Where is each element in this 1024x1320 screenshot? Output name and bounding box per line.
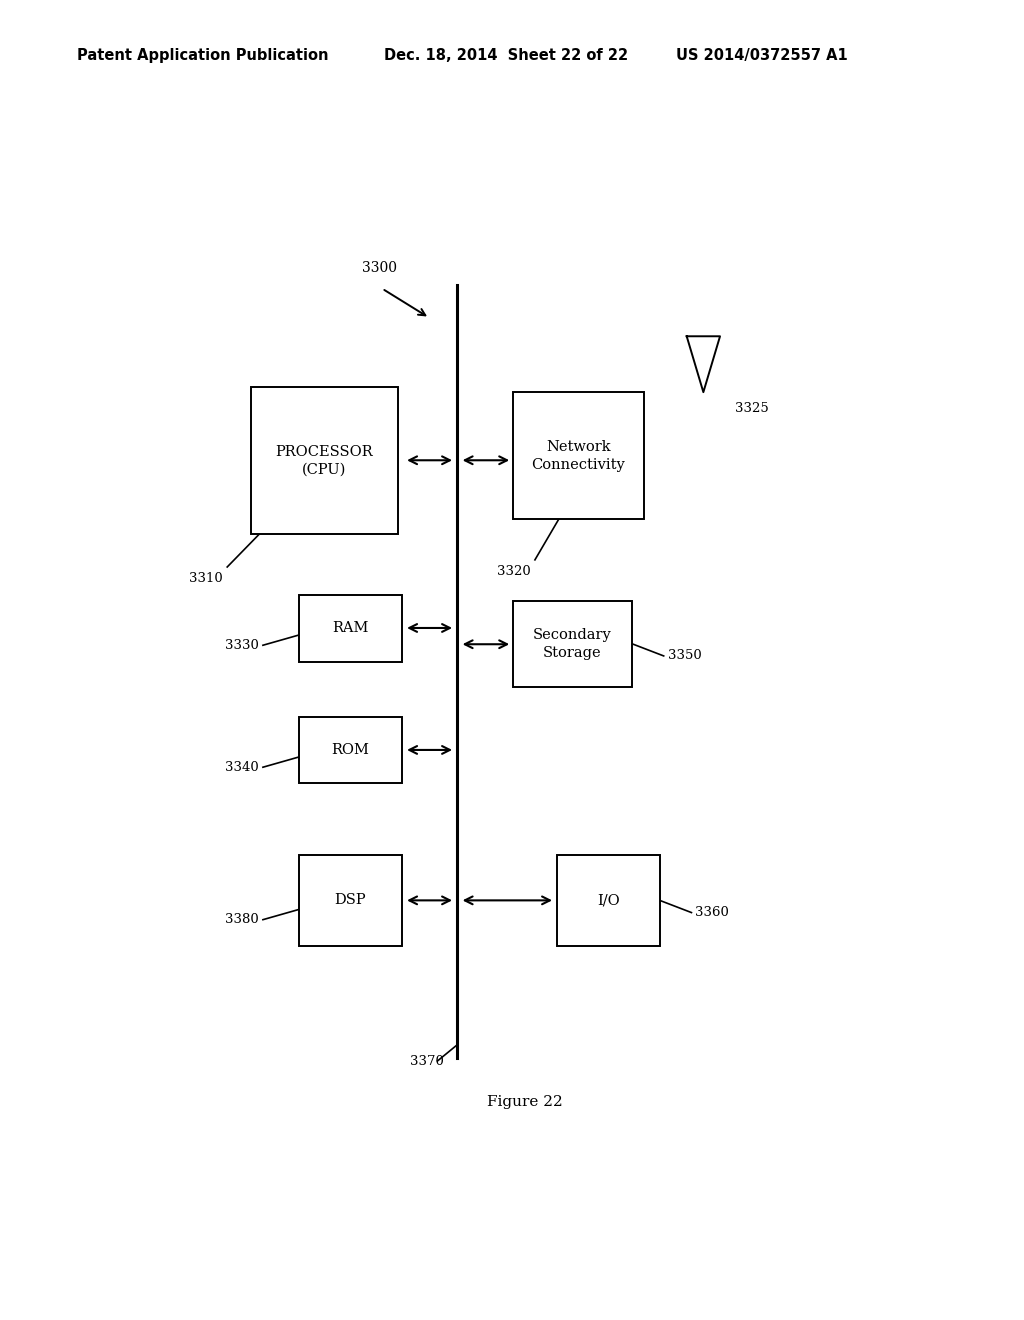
- Text: 3300: 3300: [362, 261, 397, 276]
- Text: 3330: 3330: [225, 639, 259, 652]
- Bar: [513, 392, 644, 519]
- Text: DSP: DSP: [335, 894, 366, 907]
- Text: 3340: 3340: [225, 760, 259, 774]
- Text: Network
Connectivity: Network Connectivity: [531, 440, 626, 471]
- Text: Figure 22: Figure 22: [487, 1094, 562, 1109]
- Bar: [513, 601, 632, 686]
- Text: PROCESSOR
(CPU): PROCESSOR (CPU): [275, 445, 373, 477]
- Text: 3310: 3310: [189, 572, 223, 585]
- Text: US 2014/0372557 A1: US 2014/0372557 A1: [676, 48, 848, 62]
- Text: 3380: 3380: [225, 913, 259, 927]
- Text: Patent Application Publication: Patent Application Publication: [77, 48, 329, 62]
- Bar: [299, 595, 401, 661]
- Text: ROM: ROM: [332, 743, 369, 758]
- Bar: [251, 387, 397, 535]
- Text: Dec. 18, 2014  Sheet 22 of 22: Dec. 18, 2014 Sheet 22 of 22: [384, 48, 628, 62]
- Bar: [299, 718, 401, 784]
- Text: 3370: 3370: [410, 1055, 443, 1068]
- Text: 3325: 3325: [735, 403, 769, 416]
- Text: 3350: 3350: [668, 649, 701, 663]
- Bar: [299, 854, 401, 946]
- Text: RAM: RAM: [332, 622, 369, 635]
- Bar: [557, 854, 659, 946]
- Text: Secondary
Storage: Secondary Storage: [534, 628, 611, 660]
- Text: I/O: I/O: [597, 894, 620, 907]
- Text: 3360: 3360: [695, 906, 729, 919]
- Text: 3320: 3320: [498, 565, 531, 578]
